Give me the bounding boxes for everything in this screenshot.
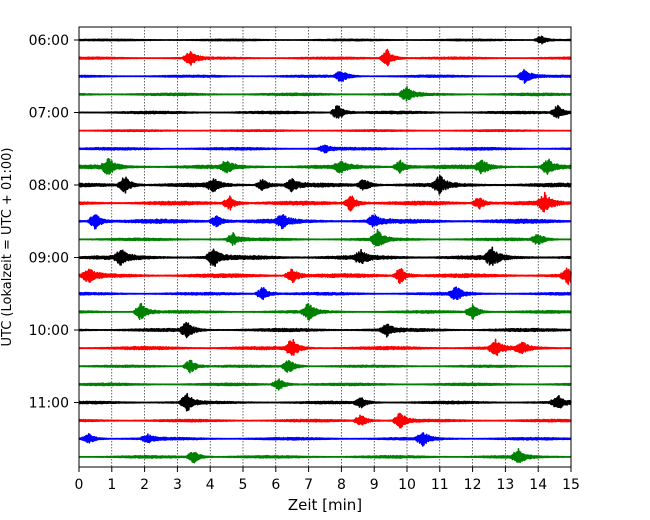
y-tick-label: 06:00 bbox=[29, 33, 69, 49]
x-tick-label: 14 bbox=[529, 477, 547, 493]
trace-1030 bbox=[78, 359, 572, 374]
y-tick-label: 11:00 bbox=[29, 396, 69, 412]
x-tick-label: 3 bbox=[173, 477, 182, 493]
y-tick-label: 10:00 bbox=[29, 323, 69, 339]
y-tick-label: 08:00 bbox=[29, 178, 69, 194]
trace-0800 bbox=[78, 174, 572, 195]
trace-0900 bbox=[78, 246, 572, 268]
x-gridlines bbox=[111, 27, 539, 467]
x-tick-label: 5 bbox=[239, 477, 248, 493]
plot-frame bbox=[78, 26, 572, 468]
trace-0645 bbox=[78, 85, 572, 102]
x-tick-label: 10 bbox=[398, 477, 416, 493]
x-tick-label: 12 bbox=[464, 477, 482, 493]
trace-0945 bbox=[78, 302, 572, 321]
x-axis-label: Zeit [min] bbox=[288, 496, 362, 514]
trace-1145 bbox=[78, 447, 572, 464]
trace-0600 bbox=[78, 35, 572, 45]
x-tick-label: 8 bbox=[337, 477, 346, 493]
trace-1130 bbox=[78, 432, 572, 447]
y-tick-label: 07:00 bbox=[29, 106, 69, 122]
x-tick-label: 13 bbox=[496, 477, 514, 493]
trace-0830 bbox=[78, 213, 572, 230]
trace-0615 bbox=[78, 48, 572, 67]
x-tick-label: 6 bbox=[271, 477, 280, 493]
x-tick-label: 9 bbox=[370, 477, 379, 493]
trace-1115 bbox=[78, 412, 572, 429]
trace-0730 bbox=[78, 144, 572, 154]
trace-0915 bbox=[78, 267, 572, 286]
x-tick-label: 15 bbox=[562, 477, 580, 493]
x-tick-label: 0 bbox=[75, 477, 84, 493]
x-tick-label: 2 bbox=[140, 477, 149, 493]
trace-1100 bbox=[78, 392, 572, 412]
trace-1045 bbox=[78, 378, 572, 391]
y-tick-label: 09:00 bbox=[29, 251, 69, 267]
trace-1015 bbox=[78, 338, 572, 357]
trace-0815 bbox=[78, 191, 572, 213]
traces bbox=[78, 35, 572, 464]
x-axis-ticks: 0 1 2 3 4 5 6 7 8 9 10 11 12 13 14 15 bbox=[75, 467, 580, 493]
x-tick-label: 4 bbox=[206, 477, 215, 493]
trace-0930 bbox=[78, 286, 572, 301]
x-tick-label: 1 bbox=[107, 477, 116, 493]
y-axis-label: UTC (Lokalzeit = UTC + 01:00) bbox=[0, 148, 15, 347]
plot-background bbox=[79, 27, 571, 467]
trace-0700 bbox=[78, 104, 572, 119]
x-tick-label: 7 bbox=[304, 477, 313, 493]
trace-0715 bbox=[78, 129, 572, 133]
trace-0845 bbox=[78, 228, 572, 247]
trace-0745 bbox=[78, 157, 572, 175]
trace-1000 bbox=[78, 321, 572, 339]
trace-0630 bbox=[78, 68, 572, 84]
y-axis-ticks: 06:00 07:00 08:00 09:00 10:00 11:00 bbox=[29, 33, 79, 412]
x-tick-label: 11 bbox=[431, 477, 449, 493]
